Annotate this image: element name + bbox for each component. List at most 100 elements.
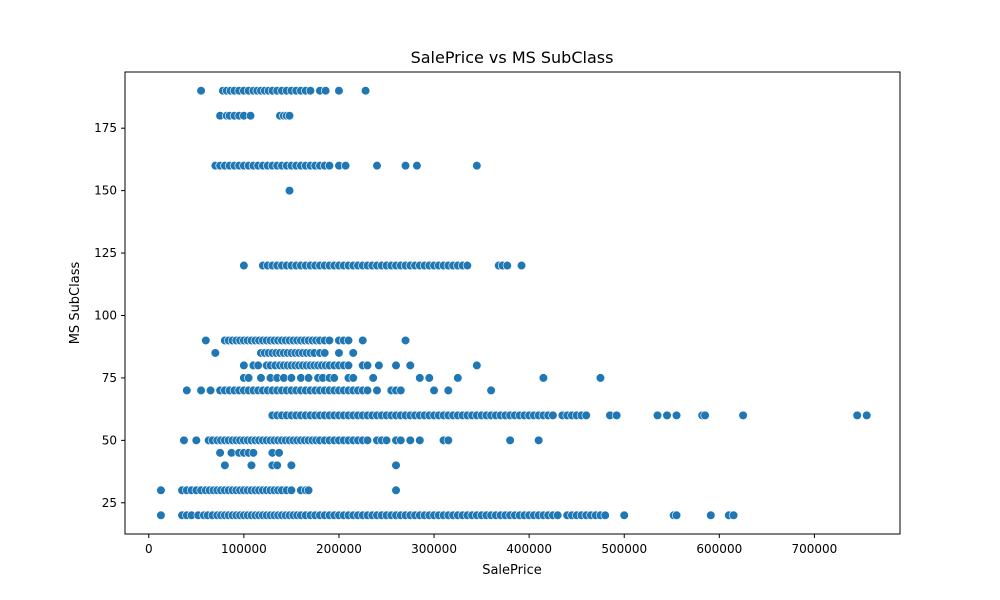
data-point (424, 373, 434, 383)
data-point (553, 510, 563, 520)
plot-area-frame (124, 71, 901, 535)
data-point (329, 373, 339, 383)
x-axis-label: SalePrice (482, 563, 542, 578)
data-point (220, 460, 230, 470)
x-tick-label: 300000 (411, 542, 457, 556)
data-point (362, 385, 373, 396)
data-point (372, 385, 382, 396)
data-point (391, 360, 401, 371)
data-point (405, 360, 415, 371)
data-point (516, 260, 527, 271)
data-point (372, 161, 382, 171)
data-point (462, 260, 472, 271)
data-point (210, 348, 220, 358)
data-point (341, 161, 351, 171)
data-point (239, 260, 249, 271)
data-point (334, 348, 344, 358)
data-point (284, 186, 295, 196)
data-point (244, 373, 254, 383)
y-axis-ticks: 25 50 75 100 125 150 175 (94, 121, 125, 510)
x-tick-label: 600000 (696, 542, 742, 556)
x-tick-label: 700000 (792, 542, 838, 556)
data-point (156, 510, 166, 520)
data-point (534, 435, 544, 445)
y-tick-label: 150 (94, 184, 117, 198)
data-point (472, 161, 482, 171)
y-tick-label: 25 (102, 496, 117, 510)
data-point (581, 410, 591, 420)
x-tick-label: 0 (145, 542, 153, 556)
data-point (182, 385, 192, 396)
data-point (245, 111, 256, 121)
y-axis-label: MS SubClass (68, 262, 83, 345)
data-point (486, 385, 496, 396)
data-point (595, 373, 606, 383)
data-point (429, 385, 439, 396)
data-point (472, 360, 482, 371)
data-point (453, 373, 463, 383)
data-point (505, 435, 515, 445)
data-point (284, 111, 295, 121)
data-point (738, 410, 748, 420)
data-point (391, 485, 401, 495)
data-point (215, 448, 225, 458)
data-point (374, 360, 384, 371)
data-point (728, 510, 739, 520)
data-point (415, 435, 425, 445)
data-point (274, 448, 284, 458)
data-point (256, 373, 266, 383)
data-point (443, 435, 453, 445)
data-point (400, 161, 411, 171)
data-point (700, 410, 710, 420)
data-point (415, 373, 425, 383)
chart-title: SalePrice vs MS SubClass (411, 48, 614, 67)
data-point (381, 435, 392, 445)
data-point (196, 86, 206, 96)
x-tick-label: 100000 (221, 542, 267, 556)
data-point (360, 86, 371, 96)
data-point (619, 510, 629, 520)
data-point (205, 385, 216, 396)
data-point (286, 373, 297, 383)
data-point (201, 335, 211, 346)
data-point (662, 410, 672, 420)
data-point (391, 460, 401, 470)
x-axis-ticks: 0 100000 200000 300000 400000 500000 600000 700… (145, 534, 837, 556)
data-point (286, 460, 297, 470)
data-point (412, 161, 422, 171)
y-tick-label: 125 (94, 246, 117, 260)
data-point (320, 348, 330, 358)
data-point (324, 161, 335, 171)
data-point (343, 335, 354, 346)
data-point (348, 373, 358, 383)
data-point (321, 86, 331, 96)
data-point (362, 360, 373, 371)
data-point (324, 335, 335, 346)
data-point (396, 435, 406, 445)
data-point (348, 348, 358, 358)
data-point (253, 360, 263, 371)
data-point (600, 510, 610, 520)
data-point (179, 435, 189, 445)
data-point (248, 448, 258, 458)
data-point (538, 373, 549, 383)
data-point (156, 485, 166, 495)
data-point (279, 373, 289, 383)
data-point (362, 435, 373, 445)
data-point (246, 460, 257, 470)
data-point (239, 360, 249, 371)
data-points (156, 86, 872, 520)
data-point (343, 360, 354, 371)
data-point (196, 385, 206, 396)
data-point (671, 510, 682, 520)
data-point (400, 335, 411, 346)
data-point (652, 410, 663, 420)
y-tick-label: 50 (102, 433, 117, 447)
data-point (303, 485, 314, 495)
data-point (405, 435, 415, 445)
x-tick-label: 200000 (316, 542, 362, 556)
data-point (548, 410, 558, 420)
data-point (368, 373, 378, 383)
